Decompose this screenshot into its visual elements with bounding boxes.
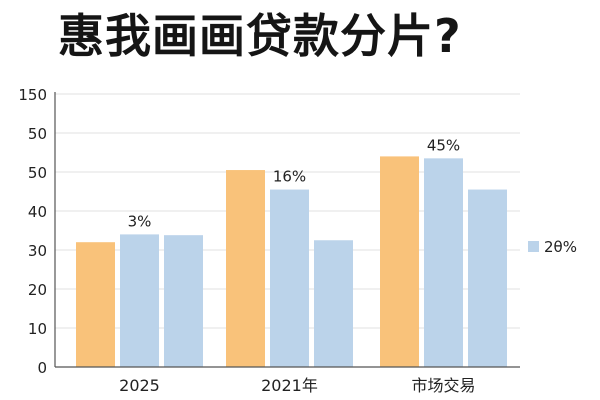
bar-市场交易-series-1	[380, 156, 419, 367]
y-tick-label: 0	[37, 359, 47, 377]
x-tick-label: 市场交易	[411, 376, 475, 395]
x-tick-label: 2025	[119, 376, 160, 395]
page-title: 惠我画画贷款分片?	[58, 9, 462, 63]
y-tick-label: 10	[28, 320, 47, 338]
bar-2021年-series-2	[270, 189, 309, 367]
bar-市场交易-series-3	[468, 189, 507, 367]
y-tick-label: 50	[28, 125, 47, 143]
data-label: 16%	[273, 168, 306, 186]
y-tick-label: 30	[28, 242, 47, 260]
legend: 2θ%	[528, 238, 577, 256]
bar-2021年-series-1	[226, 170, 265, 367]
bar-2025-series-3	[164, 235, 203, 367]
axis-layer: 0 10 20 30 40 50 50 150 2025 2021年 市场交易	[18, 86, 520, 395]
y-tick-label: 20	[28, 281, 47, 299]
data-label: 45%	[427, 136, 460, 154]
bar-2025-series-2	[120, 234, 159, 367]
x-tick-label: 2021年	[261, 376, 318, 395]
data-label: 3%	[128, 212, 152, 230]
bar-2021年-series-3	[314, 240, 353, 367]
bars-layer: 3% 16% 45%	[76, 136, 507, 367]
legend-swatch	[528, 241, 539, 252]
y-tick-label: 40	[28, 203, 47, 221]
bar-市场交易-series-2	[424, 158, 463, 367]
bar-2025-series-1	[76, 242, 115, 367]
legend-label: 2θ%	[544, 238, 577, 256]
y-tick-label: 150	[18, 86, 47, 104]
y-tick-label: 50	[28, 164, 47, 182]
